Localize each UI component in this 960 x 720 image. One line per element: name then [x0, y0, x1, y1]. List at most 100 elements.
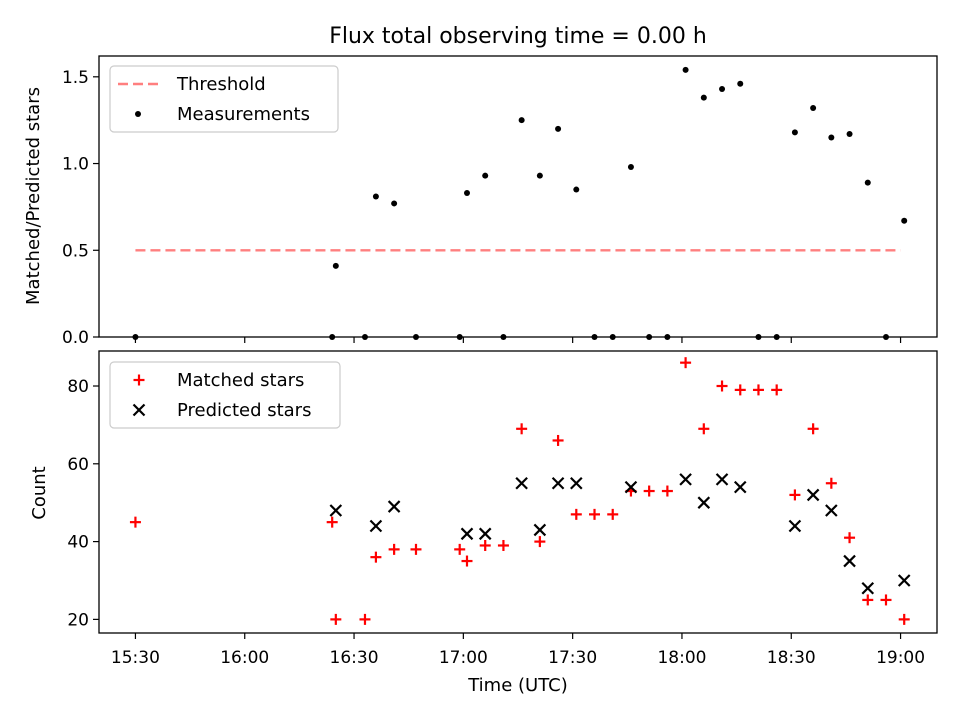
x-axis-label: Time (UTC): [467, 675, 568, 696]
top-y-tick-label-1: 0.5: [62, 241, 89, 261]
legend-matched-label: Matched stars: [177, 370, 304, 391]
measurement-point-32: [901, 217, 908, 224]
matched-point-5: [388, 543, 400, 555]
matched-point-21: [698, 423, 710, 435]
measurement-point-7: [456, 334, 463, 340]
predicted-point-11: [697, 496, 711, 509]
measurement-point-12: [536, 172, 543, 179]
matched-point-28: [825, 477, 837, 489]
predicted-point-b: [515, 476, 528, 490]
legend-threshold-label: Threshold: [176, 74, 266, 95]
predicted-point-9: [624, 480, 638, 494]
predicted-point-1: [369, 519, 383, 533]
matched-point-32: [898, 613, 910, 625]
measurement-point-21: [700, 94, 707, 101]
predicted-point-4: [478, 527, 492, 541]
matched-point-29: [844, 532, 856, 544]
axes-frame: [98, 55, 938, 338]
predicted-point-b: [715, 473, 729, 486]
predicted-point-13: [733, 480, 747, 494]
matched-point-25: [771, 384, 783, 396]
predicted-point-16: [825, 504, 838, 517]
measurement-point-25: [773, 334, 780, 340]
matched-point-18: [643, 485, 655, 497]
matched-point-2: [330, 613, 342, 625]
legend-measurements-label: Measurements: [177, 104, 310, 125]
predicted-point-b: [570, 476, 583, 490]
measurement-point-23: [737, 80, 744, 87]
predicted-point-b: [697, 496, 711, 509]
matched-point-26: [789, 489, 801, 501]
matched-point-11: [516, 423, 528, 435]
measurement-point-14: [573, 186, 580, 193]
predicted-point-0: [329, 504, 343, 517]
bottom-y-tick-label-2: 60: [67, 455, 89, 475]
predicted-point-b: [551, 476, 565, 490]
legend-predicted-swatch-b: [132, 403, 146, 417]
top-y-tick-label-0: 0.0: [62, 328, 89, 348]
top-legend: Threshold Measurements: [109, 65, 339, 133]
predicted-point-18: [861, 581, 875, 595]
measurement-point-31: [882, 334, 889, 340]
measurement-point-8: [463, 190, 470, 197]
matched-point-12: [534, 536, 546, 548]
predicted-point-b: [369, 519, 383, 533]
predicted-point-3: [460, 527, 474, 541]
predicted-point-b: [533, 523, 547, 537]
matched-point-13: [552, 434, 564, 446]
matched-point-30: [862, 594, 874, 606]
measurement-point-13: [555, 125, 562, 132]
matched-point-4: [370, 551, 382, 563]
measurement-point-3: [361, 334, 368, 340]
x-tick-label-1: 16:00: [220, 648, 269, 668]
matched-point-14: [570, 508, 582, 520]
bottom-y-axis-label: Count: [29, 466, 50, 519]
x-tick-label-0: 15:30: [111, 648, 160, 668]
bottom-y-tick-label-0: 20: [67, 610, 89, 630]
measurement-point-10: [500, 334, 507, 340]
matched-point-19: [661, 485, 673, 497]
measurement-point-1: [329, 334, 336, 340]
predicted-point-b: [460, 527, 474, 541]
matched-point-22: [716, 380, 728, 392]
bottom-legend: Matched stars Predicted stars: [109, 361, 341, 429]
predicted-point-5: [515, 476, 528, 490]
predicted-point-b: [679, 473, 692, 486]
predicted-point-8: [570, 476, 583, 490]
matched-point-9: [479, 539, 491, 551]
bottom-y-tick-label-3: 80: [67, 377, 89, 397]
measurement-point-20: [682, 66, 689, 73]
axes-frame: [98, 350, 938, 634]
predicted-point-b: [733, 480, 747, 494]
measurement-point-26: [791, 129, 798, 136]
chart-title: Flux total observing time = 0.00 h: [329, 24, 707, 49]
predicted-point-b: [806, 488, 820, 502]
matched-point-16: [607, 508, 619, 520]
top-y-axis-label: Matched/Predicted stars: [23, 87, 44, 305]
measurement-point-9: [482, 172, 489, 179]
measurement-point-4: [372, 193, 379, 200]
measurement-point-29: [846, 131, 853, 138]
matched-point-3: [359, 613, 371, 625]
predicted-point-2: [387, 500, 401, 513]
x-tick-label-7: 19:00: [876, 648, 925, 668]
measurement-point-18: [646, 334, 653, 340]
matched-point-7: [454, 543, 466, 555]
matched-point-23: [734, 384, 746, 396]
x-tick-label-5: 18:00: [657, 648, 706, 668]
measurement-point-17: [627, 164, 634, 171]
top-y-tick-label-3: 1.5: [62, 68, 89, 88]
measurement-point-6: [412, 334, 419, 340]
measurement-point-19: [664, 334, 671, 340]
predicted-point-b: [478, 527, 492, 541]
measurement-point-27: [810, 105, 817, 112]
matched-point-10: [497, 539, 509, 551]
x-tick-label-6: 18:30: [767, 648, 816, 668]
matched-point-24: [752, 384, 764, 396]
measurement-point-5: [391, 200, 398, 207]
measurement-point-16: [609, 334, 616, 340]
bottom-legend-box: [109, 361, 341, 429]
matched-point-6: [410, 543, 422, 555]
predicted-point-b: [624, 480, 638, 494]
